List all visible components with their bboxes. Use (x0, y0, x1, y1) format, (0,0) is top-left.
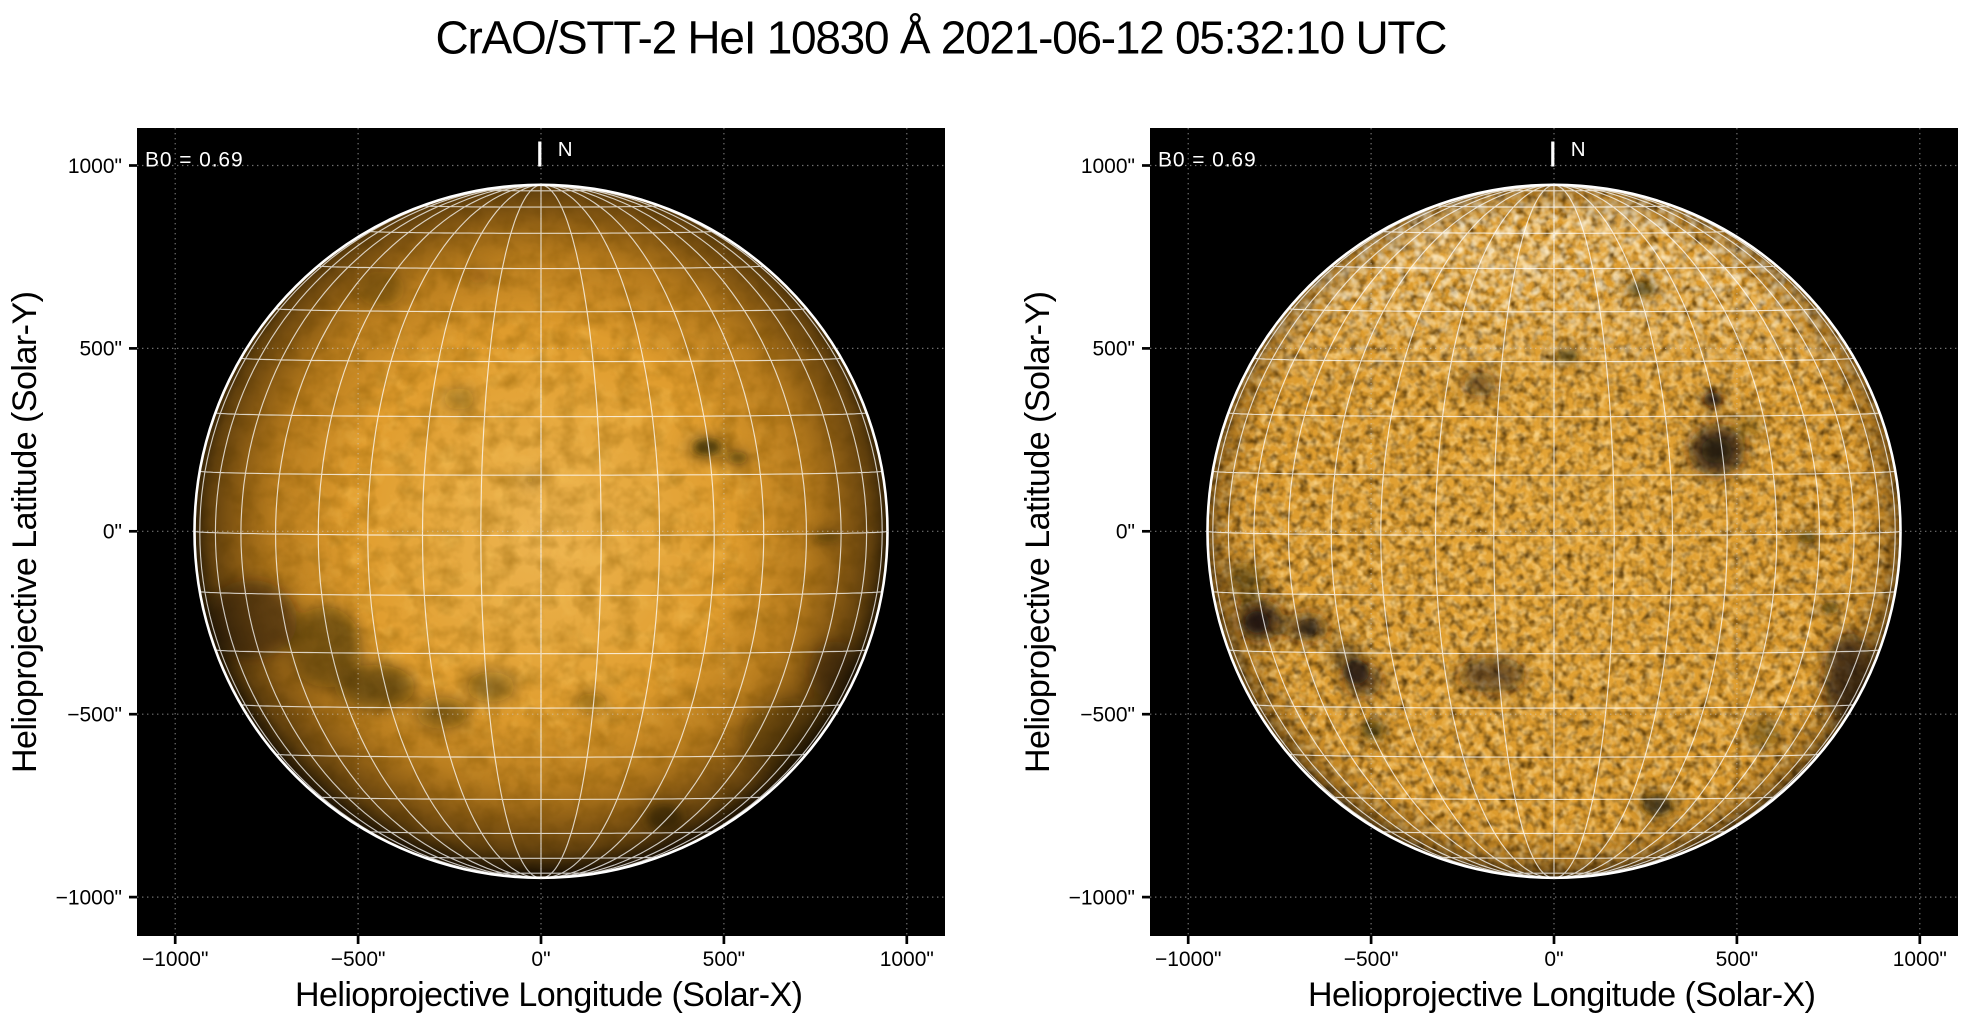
svg-text:1000": 1000" (880, 948, 934, 971)
svg-text:1000": 1000" (1893, 948, 1947, 971)
svg-text:Helioprojective Longitude (Sol: Helioprojective Longitude (Solar-X) (295, 976, 803, 1014)
svg-text:N: N (558, 138, 573, 161)
svg-text:−1000": −1000" (1155, 948, 1221, 971)
svg-text:−1000": −1000" (56, 886, 122, 909)
svg-text:Helioprojective Latitude (Sola: Helioprojective Latitude (Solar-Y) (6, 291, 44, 773)
svg-text:0": 0" (531, 948, 550, 971)
svg-text:−500": −500" (67, 704, 122, 727)
svg-text:500": 500" (80, 338, 123, 361)
svg-text:CrAO/STT-2 HeI 10830 Å 2021-06: CrAO/STT-2 HeI 10830 Å 2021-06-12 05:32:… (436, 11, 1448, 63)
svg-text:−500": −500" (1344, 948, 1399, 971)
svg-text:−1000": −1000" (142, 948, 208, 971)
svg-text:Helioprojective Latitude (Sola: Helioprojective Latitude (Solar-Y) (1019, 291, 1057, 773)
svg-text:0": 0" (1116, 521, 1135, 544)
svg-text:−1000": −1000" (1069, 886, 1135, 909)
svg-text:1000": 1000" (68, 155, 122, 178)
svg-text:500": 500" (703, 948, 746, 971)
svg-text:N: N (1571, 138, 1586, 161)
svg-text:−500": −500" (331, 948, 386, 971)
svg-text:B0 = 0.69: B0 = 0.69 (145, 148, 244, 171)
svg-text:1000": 1000" (1081, 155, 1135, 178)
svg-text:B0 = 0.69: B0 = 0.69 (1158, 148, 1257, 171)
svg-text:−500": −500" (1080, 704, 1135, 727)
svg-text:0": 0" (103, 521, 122, 544)
svg-text:Helioprojective Longitude (Sol: Helioprojective Longitude (Solar-X) (1308, 976, 1816, 1014)
svg-text:500": 500" (1716, 948, 1759, 971)
svg-text:0": 0" (1544, 948, 1563, 971)
svg-text:500": 500" (1093, 338, 1136, 361)
